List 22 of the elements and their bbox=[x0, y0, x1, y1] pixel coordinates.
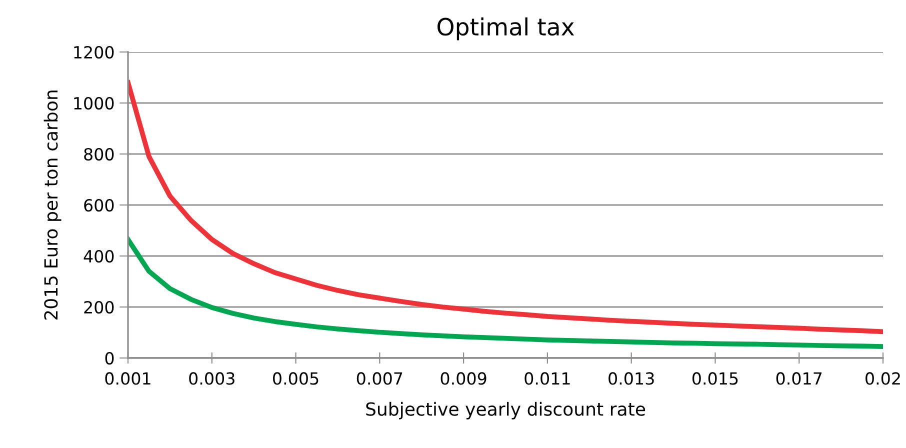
x-tick-label: 0.003 bbox=[189, 372, 234, 385]
x-tick-label: 0.001 bbox=[105, 372, 150, 385]
line-series bbox=[128, 236, 883, 349]
y-tick-label: 800 bbox=[84, 148, 114, 161]
x-tick-label: 0.02 bbox=[866, 372, 900, 385]
line-series bbox=[128, 80, 883, 334]
x-tick-label: 0.005 bbox=[273, 372, 318, 385]
x-tick-label: 0.015 bbox=[692, 372, 738, 385]
y-tick-label: 200 bbox=[84, 300, 114, 314]
x-tick-label: 0.007 bbox=[356, 372, 402, 385]
y-tick-label: 1000 bbox=[74, 96, 114, 110]
y-tick-label: 1200 bbox=[74, 46, 114, 59]
x-tick-label: 0.011 bbox=[524, 372, 570, 385]
x-tick-label: 0.017 bbox=[776, 372, 822, 385]
chart-title: Optimal tax bbox=[438, 17, 574, 40]
x-axis-title: Subjective yearly discount rate bbox=[366, 402, 646, 420]
y-axis-title: 2015 Euro per ton carbon bbox=[44, 90, 62, 320]
y-tick-label: 600 bbox=[84, 198, 114, 212]
x-tick-label: 0.009 bbox=[440, 372, 486, 385]
x-tick-label: 0.013 bbox=[608, 372, 654, 385]
y-tick-label: 400 bbox=[84, 250, 114, 263]
y-tick-label: 0 bbox=[105, 352, 114, 365]
